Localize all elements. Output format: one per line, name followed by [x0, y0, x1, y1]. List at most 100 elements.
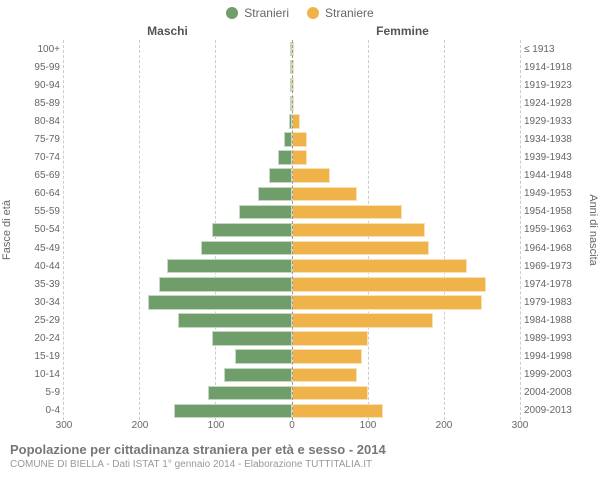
gridline: [520, 40, 521, 420]
bar-row: [292, 76, 520, 94]
bar-row: [64, 167, 292, 185]
y-labels-birth: ≤ 19131914-19181919-19231924-19281929-19…: [520, 40, 586, 420]
y-axis-title-right: Anni di nascita: [586, 40, 600, 420]
bar-female: [292, 205, 402, 219]
age-label: 5-9: [14, 384, 60, 402]
age-label: 50-54: [14, 221, 60, 239]
age-label: 90-94: [14, 76, 60, 94]
bar-female: [292, 295, 482, 309]
bar-row: [292, 384, 520, 402]
bar-row: [292, 257, 520, 275]
birth-label: 1989-1993: [524, 330, 586, 348]
bar-female: [292, 114, 300, 128]
bar-female: [292, 386, 368, 400]
bar-male: [212, 223, 292, 237]
birth-label: 1914-1918: [524, 58, 586, 76]
bar-row: [64, 76, 292, 94]
bar-female: [292, 241, 429, 255]
bar-male: [224, 368, 292, 382]
legend-label-male: Stranieri: [244, 6, 289, 20]
legend-label-female: Straniere: [325, 6, 374, 20]
header-female: Femmine: [285, 24, 600, 38]
age-label: 70-74: [14, 149, 60, 167]
age-label: 85-89: [14, 94, 60, 112]
birth-label: 1959-1963: [524, 221, 586, 239]
bar-male: [201, 241, 292, 255]
bar-row: [292, 130, 520, 148]
center-axis-line: [292, 40, 293, 420]
birth-label: 1939-1943: [524, 149, 586, 167]
bar-male: [239, 205, 292, 219]
x-tick-label: 300: [56, 420, 73, 431]
bar-row: [64, 40, 292, 58]
bar-row: [292, 185, 520, 203]
bar-row: [292, 366, 520, 384]
bar-row: [292, 112, 520, 130]
bar-female: [292, 132, 307, 146]
age-label: 20-24: [14, 330, 60, 348]
bar-male: [167, 259, 292, 273]
bar-row: [64, 221, 292, 239]
bar-female: [292, 404, 383, 418]
x-tick-label: 100: [360, 420, 377, 431]
age-label: 45-49: [14, 239, 60, 257]
bar-row: [292, 167, 520, 185]
age-label: 25-29: [14, 311, 60, 329]
birth-label: 1969-1973: [524, 257, 586, 275]
bar-female: [292, 223, 425, 237]
bar-row: [64, 384, 292, 402]
legend-swatch-female: [307, 7, 319, 19]
bar-row: [292, 311, 520, 329]
bar-female: [292, 277, 486, 291]
bar-female: [292, 313, 433, 327]
bar-male: [278, 150, 292, 164]
bar-female: [292, 331, 368, 345]
birth-label: 1994-1998: [524, 348, 586, 366]
x-axis-right: 100200300: [292, 420, 520, 438]
birth-label: 1954-1958: [524, 203, 586, 221]
bar-row: [64, 293, 292, 311]
x-tick-label: 100: [208, 420, 225, 431]
x-tick-label: 300: [512, 420, 529, 431]
bar-female: [292, 368, 357, 382]
bar-row: [292, 94, 520, 112]
y-labels-age: 100+95-9990-9485-8980-8475-7970-7465-696…: [14, 40, 64, 420]
age-label: 65-69: [14, 167, 60, 185]
birth-label: 1979-1983: [524, 293, 586, 311]
bar-row: [292, 402, 520, 420]
age-label: 15-19: [14, 348, 60, 366]
plot-area: [64, 40, 520, 420]
bar-row: [292, 221, 520, 239]
footer-title: Popolazione per cittadinanza straniera p…: [10, 442, 600, 457]
bar-row: [64, 275, 292, 293]
x-tick-label: 200: [132, 420, 149, 431]
x-tick-label: 200: [436, 420, 453, 431]
birth-label: 2004-2008: [524, 384, 586, 402]
age-label: 35-39: [14, 275, 60, 293]
age-label: 80-84: [14, 112, 60, 130]
bar-row: [64, 402, 292, 420]
age-label: 10-14: [14, 366, 60, 384]
bar-female: [292, 150, 307, 164]
age-label: 40-44: [14, 257, 60, 275]
chart-area: Fasce di età 100+95-9990-9485-8980-8475-…: [0, 40, 600, 420]
age-label: 75-79: [14, 130, 60, 148]
birth-label: 1934-1938: [524, 130, 586, 148]
bar-row: [64, 149, 292, 167]
bar-row: [292, 203, 520, 221]
birth-label: 1964-1968: [524, 239, 586, 257]
bar-male: [148, 295, 292, 309]
bar-row: [64, 366, 292, 384]
birth-label: 1924-1928: [524, 94, 586, 112]
age-label: 30-34: [14, 293, 60, 311]
bar-female: [292, 349, 362, 363]
legend: Stranieri Straniere: [0, 0, 600, 20]
birth-label: 1984-1988: [524, 311, 586, 329]
birth-label: 1999-2003: [524, 366, 586, 384]
bar-row: [292, 275, 520, 293]
bar-female: [292, 187, 357, 201]
age-label: 55-59: [14, 203, 60, 221]
birth-label: 1949-1953: [524, 185, 586, 203]
bar-male: [212, 331, 292, 345]
bar-row: [292, 58, 520, 76]
